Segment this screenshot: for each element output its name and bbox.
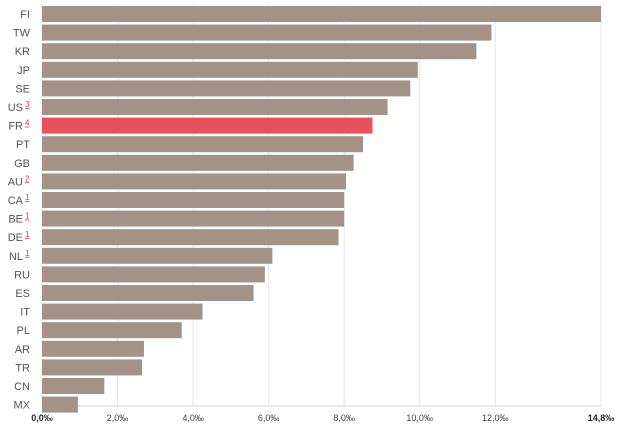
bar-fr <box>42 117 373 134</box>
category-label: DE <box>8 232 23 244</box>
x-tick-label: 4,0‰ <box>182 413 204 423</box>
category-label: AU <box>8 176 23 188</box>
footnote-link[interactable]: 1 <box>25 212 30 221</box>
bar-de <box>42 229 339 246</box>
bar-ru <box>42 266 265 283</box>
bar-pt <box>42 136 364 153</box>
bar-gb <box>42 154 354 171</box>
x-tick-label: 8,0‰ <box>333 413 355 423</box>
x-axis-ticks: 0,0‰ 2,0‰ 4,0‰ 6,0‰ 8,0‰ 10,0‰ 12,0‰ 14,8‰ <box>31 413 614 423</box>
bar-it <box>42 303 203 320</box>
bar-ar <box>42 340 144 357</box>
bar-jp <box>42 61 418 78</box>
footnote-link[interactable]: 4 <box>25 119 30 128</box>
category-label: TW <box>13 28 31 40</box>
category-label: IT <box>20 307 30 319</box>
category-label: US <box>8 102 23 114</box>
bar-mx <box>42 396 78 413</box>
bar-fi <box>42 6 601 22</box>
category-label: PL <box>17 325 30 337</box>
category-label: TR <box>15 362 30 374</box>
category-label: PT <box>16 139 30 151</box>
bar-be <box>42 210 345 227</box>
category-label: GB <box>14 158 30 170</box>
category-label: AR <box>15 344 30 356</box>
category-label: FI <box>20 9 30 21</box>
bar-es <box>42 285 254 301</box>
bar-cn <box>42 378 105 394</box>
category-label: JP <box>17 65 30 77</box>
bar-nl <box>42 247 273 264</box>
x-tick-label: 10,0‰ <box>406 413 433 423</box>
category-label: BE <box>8 214 23 226</box>
bar-kr <box>42 43 477 60</box>
footnote-link[interactable]: 2 <box>25 174 30 183</box>
category-label: MX <box>14 400 31 412</box>
bars <box>42 6 601 413</box>
category-label: CA <box>8 195 24 207</box>
bar-tw <box>42 24 492 41</box>
category-label: KR <box>15 46 30 58</box>
footnote-link[interactable]: 1 <box>25 249 30 258</box>
x-tick-label: 6,0‰ <box>258 413 280 423</box>
x-tick-label: 14,8‰ <box>588 413 615 423</box>
category-label: SE <box>15 83 30 95</box>
category-label: FR <box>8 121 23 133</box>
category-label: ES <box>15 288 30 300</box>
category-label: CN <box>14 381 30 393</box>
bar-tr <box>42 359 143 376</box>
x-tick-label: 2,0‰ <box>107 413 129 423</box>
bar-us <box>42 99 388 115</box>
footnote-link[interactable]: 3 <box>25 100 30 109</box>
x-tick-label: 0,0‰ <box>31 413 53 423</box>
bar-se <box>42 80 411 97</box>
x-tick-label: 12,0‰ <box>482 413 509 423</box>
category-label: NL <box>9 251 23 263</box>
bar-au <box>42 173 347 190</box>
bar-ca <box>42 192 345 208</box>
footnote-link[interactable]: 1 <box>25 230 30 239</box>
category-label: RU <box>14 269 30 281</box>
bar-pl <box>42 322 182 339</box>
footnote-link[interactable]: 1 <box>25 193 30 202</box>
